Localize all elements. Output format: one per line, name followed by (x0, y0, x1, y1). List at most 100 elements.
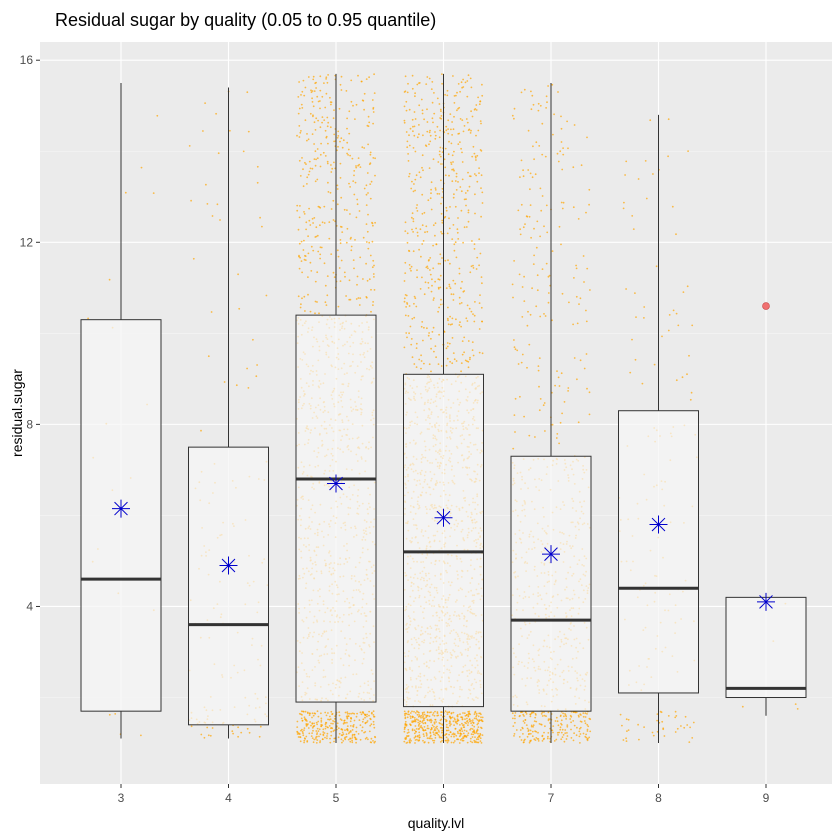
jitter-point (458, 267, 461, 270)
jitter-point (469, 132, 472, 134)
jitter-point (303, 716, 306, 719)
jitter-point (319, 741, 321, 744)
jitter-point (328, 725, 331, 727)
jitter-point (586, 136, 588, 139)
jitter-point (421, 212, 424, 215)
jitter-point (522, 175, 525, 178)
jitter-point (545, 715, 547, 718)
jitter-point (337, 727, 340, 730)
jitter-point (637, 178, 640, 180)
jitter-point (414, 735, 417, 738)
jitter-point (350, 100, 353, 103)
jitter-point (256, 165, 259, 168)
jitter-point (464, 81, 467, 84)
jitter-point (349, 213, 351, 215)
jitter-point (433, 733, 435, 736)
jitter-point (456, 715, 459, 717)
jitter-point (429, 129, 431, 132)
jitter-point (203, 736, 206, 739)
jitter-point (449, 262, 451, 265)
jitter-point (350, 79, 353, 82)
jitter-point (309, 261, 312, 264)
jitter-point (299, 175, 302, 177)
jitter-point (426, 76, 429, 78)
jitter-point (450, 712, 453, 715)
jitter-point (588, 391, 591, 394)
y-tick-label: 4 (26, 599, 33, 613)
x-tick-label: 4 (225, 791, 232, 805)
jitter-point (544, 315, 547, 317)
jitter-point (474, 155, 477, 158)
jitter-point (552, 731, 554, 734)
jitter-point (551, 250, 554, 253)
jitter-point (466, 741, 469, 744)
jitter-point (364, 716, 366, 719)
jitter-point (473, 739, 476, 742)
jitter-point (439, 303, 442, 306)
jitter-point (453, 193, 455, 196)
jitter-point (369, 162, 372, 165)
jitter-point (557, 376, 560, 379)
jitter-point (451, 733, 454, 736)
jitter-point (475, 717, 478, 720)
jitter-point (580, 721, 583, 723)
jitter-point (518, 736, 521, 738)
jitter-point (588, 203, 590, 206)
jitter-point (369, 254, 372, 257)
jitter-point (414, 297, 417, 300)
jitter-point (316, 157, 319, 160)
jitter-point (453, 724, 455, 726)
jitter-point (422, 716, 424, 719)
jitter-point (474, 736, 476, 738)
jitter-point (302, 710, 304, 713)
jitter-point (558, 225, 561, 228)
jitter-point (532, 724, 535, 727)
jitter-point (541, 711, 544, 714)
jitter-point (351, 741, 354, 744)
jitter-point (434, 718, 437, 721)
jitter-point (514, 397, 517, 400)
jitter-point (543, 402, 546, 404)
jitter-point (352, 724, 355, 726)
jitter-point (540, 209, 543, 212)
jitter-point (406, 735, 408, 737)
jitter-point (423, 713, 426, 716)
jitter-point (560, 115, 562, 118)
jitter-point (362, 236, 365, 239)
jitter-point (358, 719, 361, 721)
jitter-point (523, 715, 525, 717)
jitter-point (333, 717, 336, 720)
jitter-point (422, 722, 425, 725)
jitter-point (330, 730, 333, 733)
jitter-point (414, 742, 416, 744)
jitter-point (570, 737, 573, 739)
jitter-point (533, 227, 535, 230)
jitter-point (521, 316, 524, 318)
jitter-point (456, 91, 458, 94)
jitter-point (457, 181, 459, 183)
jitter-point (188, 145, 191, 147)
jitter-point (429, 735, 432, 738)
jitter-point (460, 209, 463, 212)
jitter-point (454, 733, 456, 735)
jitter-point (422, 240, 425, 242)
jitter-point (330, 208, 333, 210)
jitter-point (476, 728, 479, 731)
jitter-point (447, 306, 449, 309)
jitter-point (477, 726, 480, 728)
jitter-point (533, 158, 535, 161)
jitter-point (416, 204, 418, 206)
jitter-point (351, 735, 354, 737)
jitter-point (584, 716, 587, 718)
jitter-point (586, 723, 589, 726)
jitter-point (555, 716, 558, 719)
jitter-point (446, 729, 448, 732)
jitter-point (511, 283, 514, 286)
jitter-point (556, 720, 559, 723)
jitter-point (415, 227, 417, 230)
jitter-point (445, 726, 448, 729)
jitter-point (539, 398, 542, 400)
jitter-point (472, 733, 475, 736)
jitter-point (453, 249, 456, 252)
jitter-point (583, 367, 586, 370)
